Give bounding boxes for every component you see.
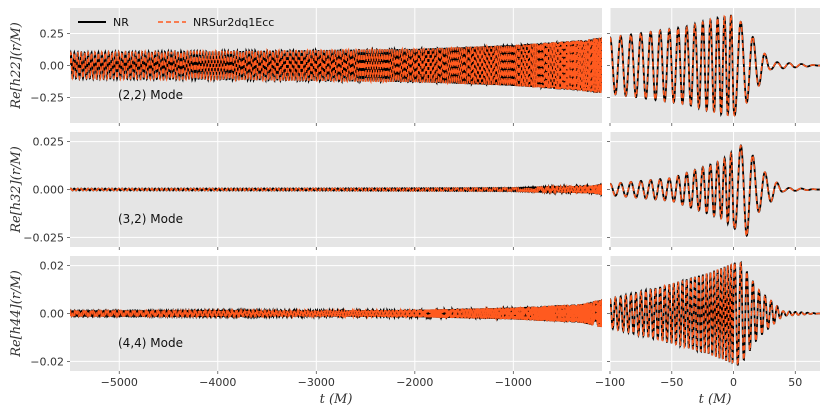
left-subplot bbox=[67, 132, 602, 250]
right-subplot bbox=[607, 256, 820, 374]
panels-layer bbox=[67, 8, 820, 374]
x-tick-label: −2000 bbox=[396, 376, 433, 389]
x-tick-label: −4000 bbox=[199, 376, 236, 389]
series-nrsur2dq1ecc bbox=[70, 37, 602, 94]
mode-label: (3,2) Mode bbox=[118, 212, 183, 226]
y-axis-label: Re[h22](r/M) bbox=[9, 22, 24, 110]
legend-label-nrsur2dq1ecc: NRSur2dq1Ecc bbox=[193, 16, 274, 29]
mode-label: (4,4) Mode bbox=[118, 336, 183, 350]
series-nrsur2dq1ecc bbox=[70, 299, 602, 328]
x-axis-label: t (M) bbox=[699, 392, 732, 407]
mode-panel-2 bbox=[67, 132, 820, 250]
mode-label: (2,2) Mode bbox=[118, 88, 183, 102]
left-subplot bbox=[67, 8, 602, 126]
x-tick-label: −100 bbox=[595, 376, 625, 389]
mode-panel-3 bbox=[67, 256, 820, 374]
x-tick-label: −5000 bbox=[101, 376, 138, 389]
legend-label-nr: NR bbox=[113, 16, 129, 29]
x-tick-label: −1000 bbox=[495, 376, 532, 389]
x-tick-label: 0 bbox=[730, 376, 737, 389]
x-tick-label: 50 bbox=[788, 376, 802, 389]
x-tick-label: −50 bbox=[660, 376, 683, 389]
y-tick-label: −0.025 bbox=[23, 231, 64, 244]
y-tick-label: 0.000 bbox=[33, 184, 65, 197]
series-nrsur2dq1ecc bbox=[610, 12, 820, 117]
left-subplot bbox=[67, 256, 602, 374]
y-axis-label: Re[h32](r/M) bbox=[9, 146, 24, 234]
right-subplot bbox=[607, 8, 820, 126]
y-tick-label: 0.025 bbox=[33, 136, 65, 149]
y-tick-label: 0.00 bbox=[40, 60, 65, 73]
y-tick-label: −0.02 bbox=[30, 355, 64, 368]
legend: NR NRSur2dq1Ecc bbox=[78, 16, 274, 29]
series-nrsur2dq1ecc bbox=[70, 183, 602, 196]
right-subplot bbox=[607, 132, 820, 250]
x-axis-label: t (M) bbox=[320, 392, 353, 407]
x-tick-label: −3000 bbox=[298, 376, 335, 389]
y-tick-label: 0.25 bbox=[40, 28, 65, 41]
y-tick-label: 0.02 bbox=[40, 260, 65, 273]
y-axis-label: Re[h44](r/M) bbox=[9, 270, 24, 358]
series-nrsur2dq1ecc bbox=[610, 262, 820, 366]
y-tick-label: −0.25 bbox=[30, 91, 64, 104]
y-tick-label: 0.00 bbox=[40, 308, 65, 321]
mode-panel-1 bbox=[67, 8, 820, 126]
series-nrsur2dq1ecc bbox=[610, 144, 820, 238]
